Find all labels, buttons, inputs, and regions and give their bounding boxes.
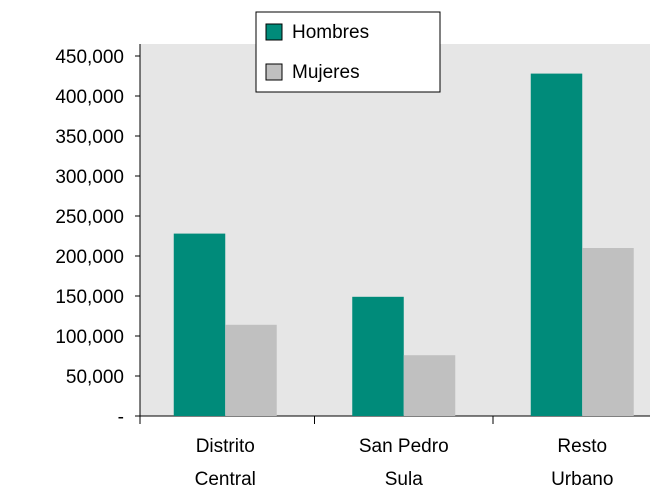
y-tick-label: 400,000 (55, 87, 124, 108)
x-tick-label: San Pedro Sula (358, 436, 449, 490)
y-tick-label: - (118, 407, 124, 428)
y-tick-label: 150,000 (55, 287, 124, 308)
y-tick-label: 300,000 (55, 167, 124, 188)
bar (225, 324, 277, 416)
legend-swatch (265, 23, 283, 41)
y-tick-label: 450,000 (55, 47, 124, 68)
y-tick-label: 350,000 (55, 127, 124, 148)
bar (582, 248, 634, 416)
y-tick-label: 250,000 (55, 207, 124, 228)
x-tick-label: Resto Urbano (551, 436, 614, 490)
legend-box (255, 11, 441, 93)
legend-label: Hombres (292, 22, 369, 43)
bar (352, 296, 404, 416)
bar (403, 355, 456, 416)
bar (530, 73, 583, 416)
legend-label: Mujeres (292, 62, 360, 83)
y-tick-label: 100,000 (55, 327, 124, 348)
x-tick-label: Distrito Central (194, 436, 256, 490)
y-tick-label: 200,000 (55, 247, 124, 268)
bar (173, 233, 226, 416)
legend-swatch (265, 63, 283, 81)
y-tick-label: 50,000 (66, 367, 124, 388)
